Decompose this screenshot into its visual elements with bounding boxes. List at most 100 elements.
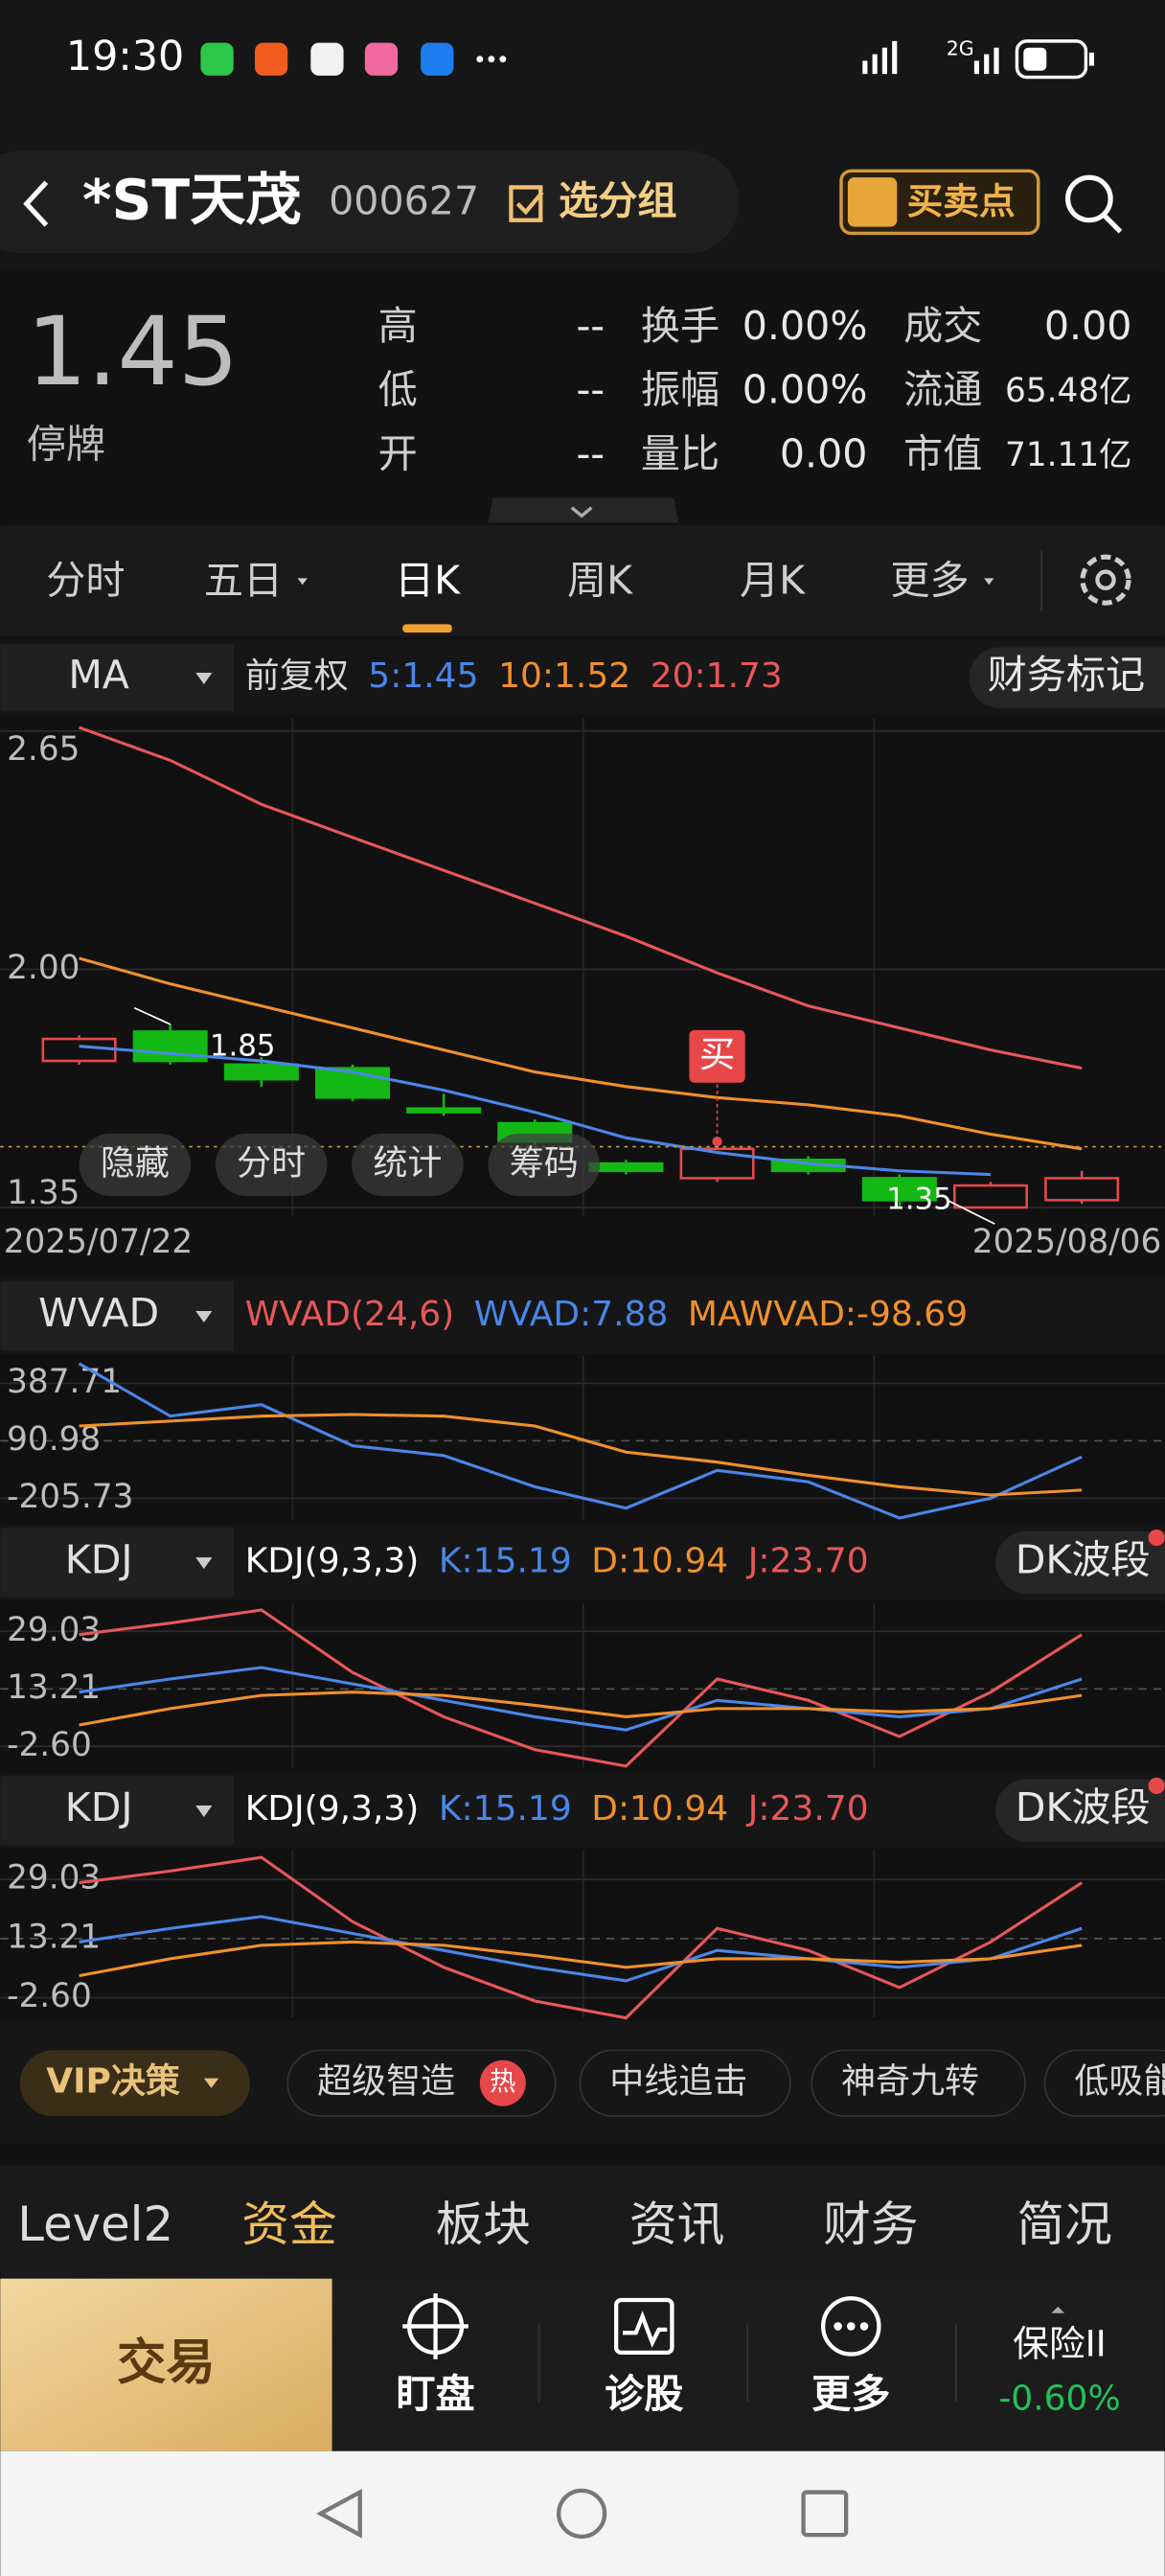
indicator-selector[interactable]: WVAD	[38, 1290, 159, 1336]
index-name[interactable]: 保险II	[1013, 2322, 1107, 2364]
trade-button-bg[interactable]	[0, 2278, 332, 2451]
panel-body	[0, 1603, 1165, 1768]
strategy-tag-bg[interactable]	[811, 2049, 1026, 2117]
panel-button[interactable]: DK波段	[1016, 1784, 1151, 1830]
header-pill	[0, 150, 740, 253]
y-tick-label: 13.21	[7, 1668, 101, 1707]
strategy-tag-bg[interactable]	[1043, 2049, 1165, 2117]
bottom-item[interactable]: 更多	[811, 2371, 890, 2417]
settings-button[interactable]	[1080, 554, 1131, 606]
bottom-item[interactable]: 盯盘	[396, 2371, 474, 2417]
indicator-selector-bg[interactable]	[0, 1281, 234, 1351]
nav-back[interactable]	[316, 2488, 362, 2539]
candle-body	[406, 1107, 482, 1114]
period-tab[interactable]: 五日	[204, 558, 283, 604]
strategy-tag[interactable]: 超级智造	[317, 2062, 455, 2102]
trade-button[interactable]: 交易	[117, 2334, 216, 2392]
indicator-selector-bg[interactable]	[0, 1528, 234, 1598]
strategy-tag[interactable]: 神奇九转	[841, 2062, 979, 2102]
y-tick-label: 1.35	[7, 1174, 80, 1212]
info-tab[interactable]: 资讯	[629, 2196, 724, 2252]
index-change: -0.60%	[998, 2380, 1120, 2419]
overlay-button[interactable]: 隐藏	[101, 1143, 170, 1183]
y-tick-label: -2.60	[7, 1726, 92, 1764]
nav-recent[interactable]	[801, 2490, 849, 2538]
panel-button-bg[interactable]	[995, 1530, 1165, 1594]
info-tab[interactable]: 板块	[436, 2196, 531, 2252]
overlay-button-bg[interactable]	[215, 1133, 328, 1196]
overlay-button-bg[interactable]	[352, 1133, 464, 1196]
panel-button[interactable]: DK波段	[1016, 1536, 1151, 1582]
field-label: 换手	[641, 303, 720, 349]
indicator-line	[79, 1608, 1083, 1768]
back-button[interactable]	[23, 180, 49, 227]
field-label: 高	[378, 303, 418, 349]
status-time: 19:30	[66, 33, 184, 80]
info-tab[interactable]: Level2	[17, 2196, 173, 2252]
field-label: 量比	[641, 431, 720, 477]
overlay-button[interactable]: 统计	[373, 1143, 442, 1183]
chart-panels: MA 前复权 5:1.45 10:1.52 20:1.73 财务标记 2.65 2.00 1.3…	[0, 640, 1165, 2020]
overlay-button-bg[interactable]	[488, 1133, 600, 1196]
group-button[interactable]: 选分组	[559, 178, 676, 224]
indicator-line	[79, 1413, 1083, 1497]
overlay-button[interactable]: 分时	[237, 1143, 306, 1183]
indicator-selector[interactable]: KDJ	[65, 1536, 133, 1582]
overlay-button[interactable]: 筹码	[510, 1143, 579, 1183]
bottom-item[interactable]: 诊股	[605, 2371, 683, 2417]
field-value: 65.48亿	[1005, 372, 1131, 410]
indicator-line	[79, 725, 1083, 1070]
info-tab[interactable]: 资金	[241, 2196, 336, 2252]
signal-button[interactable]: 买卖点	[907, 180, 1016, 222]
strategy-tag-bg[interactable]	[19, 2050, 250, 2116]
indicator-selector[interactable]: KDJ	[65, 1784, 133, 1830]
field-value: 71.11亿	[1005, 436, 1131, 474]
period-tab[interactable]: 月K	[740, 558, 806, 604]
indicator-legend: KDJ(9,3,3)	[245, 1789, 420, 1828]
candle-body	[41, 1037, 117, 1063]
y-tick-label: 387.71	[7, 1363, 122, 1401]
info-tab[interactable]: 财务	[823, 2196, 918, 2252]
dropdown-caret	[195, 1557, 213, 1570]
panel-body	[0, 1850, 1165, 2018]
field-value: 0.00	[780, 431, 868, 477]
strategy-tags: VIP决策 超级智造 中线追击 神奇九转 低吸能 热	[19, 2049, 1165, 2117]
panel-button[interactable]: 财务标记	[988, 652, 1146, 698]
expand-chevron	[570, 506, 593, 518]
strategy-tag-bg[interactable]	[579, 2049, 791, 2117]
period-tab[interactable]: 周K	[567, 558, 633, 604]
panel-button-bg[interactable]	[995, 1779, 1165, 1842]
strategy-tag[interactable]: 中线追击	[609, 2062, 747, 2102]
dropdown-caret	[984, 578, 994, 586]
overlay-button-bg[interactable]	[79, 1133, 192, 1196]
period-tab[interactable]: 更多	[890, 558, 969, 604]
candle-body	[588, 1162, 664, 1173]
field-value: 0.00%	[742, 367, 868, 413]
dropdown-caret	[195, 1806, 213, 1817]
nav-home[interactable]	[557, 2488, 607, 2539]
indicator-selector-bg[interactable]	[0, 644, 234, 712]
y-tick-label: 2.65	[7, 730, 80, 769]
strategy-tag[interactable]: VIP决策	[46, 2062, 180, 2102]
period-tab[interactable]: 日K	[395, 558, 461, 604]
search-button[interactable]	[1064, 174, 1123, 234]
indicator-selector-bg[interactable]	[0, 1776, 234, 1846]
indicator-selector[interactable]: MA	[68, 652, 129, 698]
period-tab-bar	[0, 525, 1165, 636]
panel-button-bg[interactable]	[969, 647, 1165, 708]
y-tick-label: 2.00	[7, 949, 80, 987]
dropdown-caret	[203, 2078, 219, 2088]
indicator-legend: K:15.19	[439, 1789, 572, 1828]
y-tick-label: -205.73	[7, 1478, 133, 1516]
status-network: 2G	[947, 36, 974, 59]
period-tab[interactable]: 分时	[46, 558, 125, 604]
info-tab[interactable]: 简况	[1017, 2196, 1111, 2252]
field-label: 振幅	[641, 367, 720, 413]
indicator-line	[78, 1362, 1083, 1520]
indicator-legend: J:23.70	[746, 1541, 869, 1580]
x-tick-label: 2025/07/22	[4, 1223, 194, 1261]
candle-body	[1044, 1177, 1120, 1202]
expand-tab[interactable]	[488, 497, 679, 523]
strategy-tag[interactable]: 低吸能	[1074, 2062, 1165, 2102]
field-value: 0.00%	[742, 303, 868, 349]
